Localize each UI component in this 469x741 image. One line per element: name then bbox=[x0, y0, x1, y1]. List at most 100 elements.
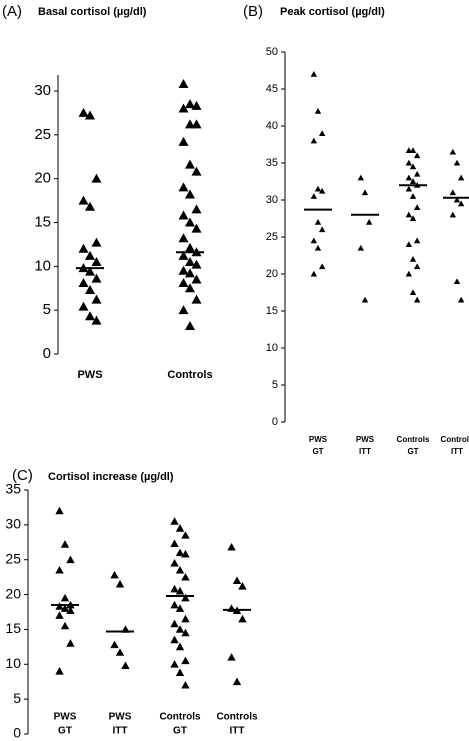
data-point bbox=[409, 256, 417, 262]
data-point bbox=[78, 107, 89, 117]
data-point bbox=[170, 584, 179, 593]
data-point bbox=[405, 185, 413, 192]
y-tick-label: 0 bbox=[43, 345, 51, 362]
category-label: PWS bbox=[109, 712, 132, 723]
data-point bbox=[175, 565, 185, 574]
data-point bbox=[175, 524, 185, 532]
data-point bbox=[318, 187, 326, 194]
data-point bbox=[85, 311, 95, 321]
data-point bbox=[191, 223, 202, 233]
data-point bbox=[170, 559, 179, 567]
data-point bbox=[66, 606, 75, 614]
data-point bbox=[453, 196, 461, 203]
y-tick-label: 15 bbox=[266, 305, 278, 317]
category-label: Controls bbox=[167, 369, 212, 381]
y-tick-label: 15 bbox=[34, 213, 51, 230]
data-point bbox=[357, 174, 365, 181]
data-point bbox=[181, 656, 190, 665]
data-point bbox=[457, 200, 465, 207]
data-point bbox=[178, 136, 189, 146]
data-point bbox=[170, 517, 179, 525]
data-point bbox=[175, 604, 185, 612]
data-point bbox=[191, 100, 202, 110]
data-point bbox=[85, 266, 95, 276]
y-tick-label: 20 bbox=[266, 268, 278, 280]
data-point bbox=[170, 619, 179, 628]
data-point bbox=[60, 604, 70, 612]
y-tick-label: 35 bbox=[266, 157, 278, 169]
data-point bbox=[181, 628, 190, 637]
data-point bbox=[457, 296, 465, 303]
data-point bbox=[91, 237, 102, 247]
data-point bbox=[178, 277, 189, 287]
data-point bbox=[457, 174, 465, 181]
data-point bbox=[178, 103, 189, 113]
data-point bbox=[314, 108, 322, 114]
category-label: Controls bbox=[441, 435, 469, 444]
y-tick-label: 20 bbox=[34, 170, 51, 187]
data-point bbox=[314, 244, 322, 251]
data-point bbox=[409, 289, 417, 296]
data-point bbox=[121, 661, 130, 670]
panel-label: (C) bbox=[12, 467, 33, 484]
data-point bbox=[175, 668, 185, 677]
data-point bbox=[66, 639, 75, 647]
data-point bbox=[115, 648, 125, 656]
y-tick-label: 30 bbox=[5, 516, 21, 532]
data-point bbox=[181, 549, 190, 558]
data-point bbox=[66, 555, 75, 564]
data-point bbox=[91, 294, 102, 304]
panel-title: Basal cortisol (µg/dl) bbox=[38, 6, 147, 18]
data-point bbox=[175, 548, 185, 557]
category-label: PWS bbox=[309, 435, 328, 444]
data-point bbox=[185, 256, 195, 266]
data-point bbox=[55, 506, 64, 515]
data-point bbox=[91, 256, 102, 266]
data-point bbox=[310, 270, 318, 277]
data-point bbox=[405, 147, 413, 153]
y-tick-label: 30 bbox=[34, 82, 51, 99]
data-point bbox=[310, 137, 318, 144]
data-point bbox=[405, 270, 413, 277]
y-tick-label: 5 bbox=[13, 690, 21, 706]
data-point bbox=[85, 250, 95, 260]
data-point bbox=[310, 71, 318, 77]
y-tick-label: 10 bbox=[34, 257, 51, 274]
data-point bbox=[60, 621, 70, 630]
data-point bbox=[361, 296, 369, 303]
data-point bbox=[78, 243, 89, 253]
data-point bbox=[413, 152, 421, 159]
panel-label: (B) bbox=[243, 3, 263, 20]
data-point bbox=[170, 635, 179, 644]
data-point bbox=[413, 237, 421, 244]
y-tick-label: 0 bbox=[13, 725, 21, 741]
data-point bbox=[181, 681, 190, 689]
data-point bbox=[185, 119, 195, 129]
y-tick-label: 20 bbox=[5, 585, 21, 601]
y-tick-label: 0 bbox=[272, 416, 278, 428]
data-point bbox=[232, 576, 242, 584]
data-point bbox=[55, 667, 64, 675]
data-point bbox=[115, 579, 125, 588]
data-point bbox=[91, 173, 102, 183]
data-point bbox=[409, 215, 417, 222]
category-label: ITT bbox=[113, 726, 128, 737]
data-point bbox=[185, 189, 195, 199]
data-point bbox=[310, 193, 318, 199]
data-point bbox=[185, 159, 195, 169]
data-point bbox=[181, 593, 190, 602]
data-point bbox=[318, 130, 326, 136]
data-point bbox=[449, 148, 457, 155]
category-label: PWS bbox=[77, 369, 102, 381]
data-point bbox=[178, 250, 189, 260]
category-label: GT bbox=[173, 726, 187, 737]
data-point bbox=[60, 593, 70, 602]
data-point bbox=[191, 204, 202, 214]
data-point bbox=[413, 204, 421, 210]
data-point bbox=[178, 305, 189, 315]
data-point bbox=[170, 539, 179, 548]
data-point bbox=[178, 210, 189, 220]
data-point bbox=[413, 263, 421, 270]
data-point bbox=[181, 572, 190, 581]
y-tick-label: 45 bbox=[266, 83, 278, 95]
